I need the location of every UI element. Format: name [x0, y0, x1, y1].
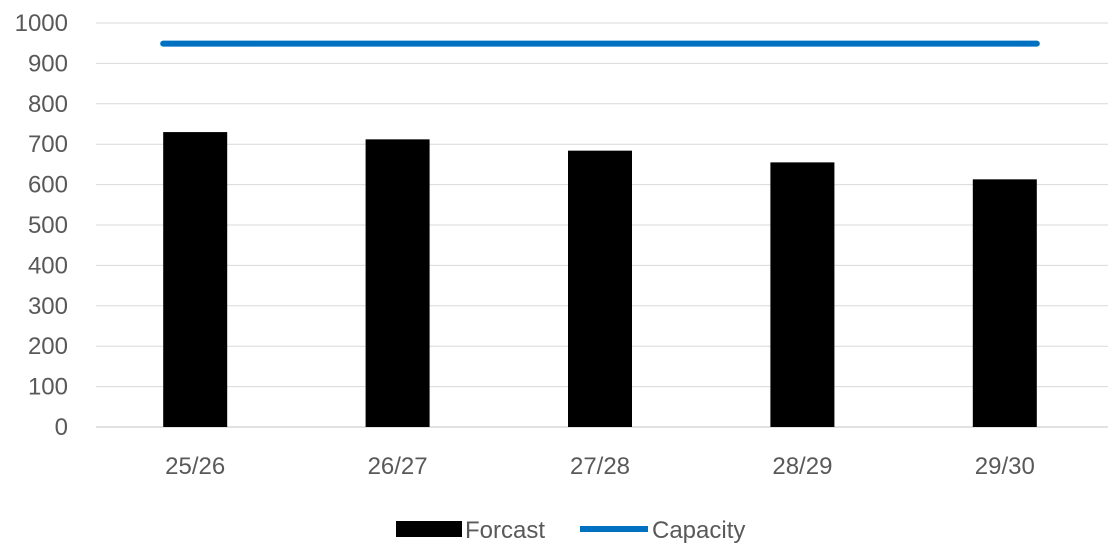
legend-label-capacity: Capacity	[652, 517, 745, 544]
y-tick-label: 0	[55, 414, 68, 441]
bar	[568, 150, 632, 427]
y-tick-label: 800	[28, 91, 68, 118]
x-tick-label: 27/28	[570, 453, 630, 480]
y-tick-label: 600	[28, 172, 68, 199]
x-tick-label: 29/30	[975, 453, 1035, 480]
bar-series	[163, 132, 1037, 428]
y-tick-label: 900	[28, 50, 68, 77]
bar	[972, 179, 1037, 427]
x-tick-label: 26/27	[368, 453, 428, 480]
y-tick-label: 400	[28, 252, 68, 279]
y-tick-label: 100	[28, 374, 68, 401]
legend-label-forcast: Forcast	[465, 517, 545, 544]
x-tick-label: 25/26	[165, 453, 225, 480]
y-tick-label: 700	[28, 131, 68, 158]
y-tick-label: 300	[28, 293, 68, 320]
x-tick-label: 28/29	[772, 453, 832, 480]
y-tick-label: 1000	[15, 10, 68, 37]
x-axis-ticks: 25/26 26/27 27/28 28/29 29/30	[165, 453, 1035, 480]
bar	[163, 132, 228, 427]
y-tick-label: 200	[28, 333, 68, 360]
legend-swatch-forcast	[396, 521, 462, 537]
y-axis-ticks: 0 100 200 300 400 500 600 700 800 900 1000	[15, 10, 68, 441]
y-tick-label: 500	[28, 212, 68, 239]
bar	[365, 139, 430, 428]
bar	[770, 162, 835, 427]
legend: Forcast Capacity	[396, 517, 745, 544]
